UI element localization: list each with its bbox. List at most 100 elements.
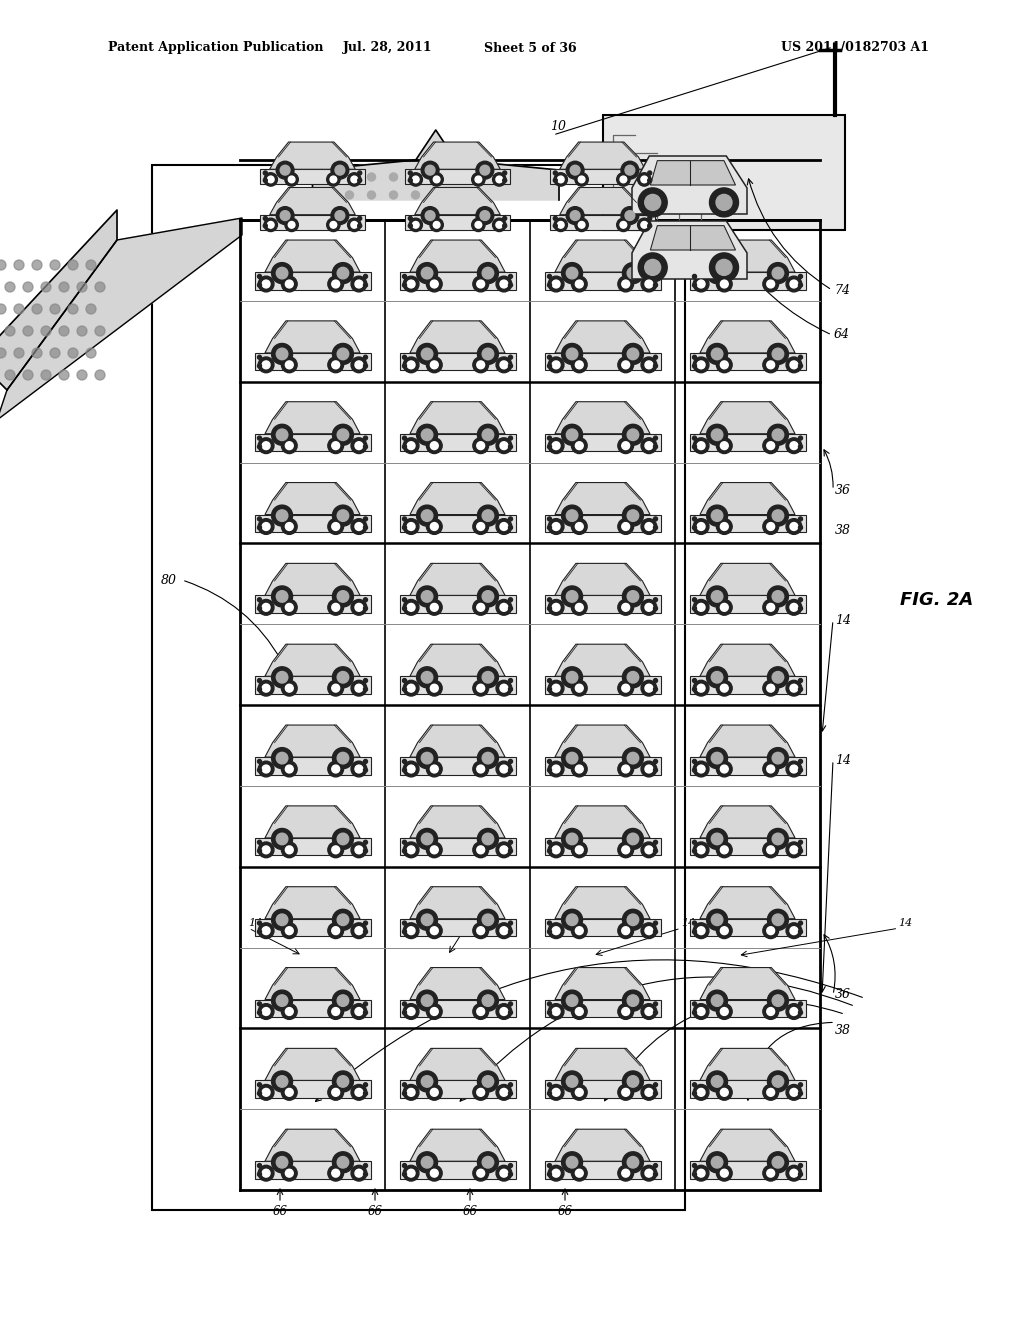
Circle shape bbox=[276, 995, 288, 1006]
Circle shape bbox=[267, 176, 274, 182]
Circle shape bbox=[509, 678, 512, 682]
Circle shape bbox=[772, 752, 783, 764]
Circle shape bbox=[548, 1164, 552, 1168]
Circle shape bbox=[692, 929, 696, 933]
Circle shape bbox=[282, 842, 297, 858]
Circle shape bbox=[693, 842, 709, 858]
Circle shape bbox=[717, 519, 732, 535]
Circle shape bbox=[271, 909, 293, 931]
Circle shape bbox=[561, 909, 583, 931]
Circle shape bbox=[421, 913, 433, 925]
Circle shape bbox=[617, 1166, 634, 1181]
Circle shape bbox=[622, 360, 630, 368]
Bar bbox=[689, 1162, 806, 1179]
Circle shape bbox=[258, 519, 274, 535]
Bar bbox=[255, 999, 371, 1016]
Circle shape bbox=[548, 1082, 552, 1086]
Circle shape bbox=[697, 360, 706, 368]
Polygon shape bbox=[410, 807, 505, 838]
Circle shape bbox=[720, 1170, 728, 1177]
Bar bbox=[545, 676, 660, 694]
Circle shape bbox=[692, 1092, 696, 1096]
Circle shape bbox=[286, 1089, 293, 1097]
Circle shape bbox=[653, 364, 657, 368]
Circle shape bbox=[257, 436, 261, 440]
Circle shape bbox=[345, 191, 353, 199]
Circle shape bbox=[503, 178, 507, 182]
Circle shape bbox=[509, 598, 512, 602]
Text: 14: 14 bbox=[681, 919, 695, 928]
Polygon shape bbox=[265, 725, 360, 758]
Circle shape bbox=[571, 1085, 587, 1100]
Circle shape bbox=[402, 606, 407, 610]
Circle shape bbox=[480, 165, 489, 176]
Circle shape bbox=[426, 842, 442, 858]
Circle shape bbox=[257, 688, 261, 692]
Circle shape bbox=[653, 436, 657, 440]
Circle shape bbox=[500, 280, 508, 288]
Circle shape bbox=[570, 165, 580, 176]
Circle shape bbox=[641, 519, 656, 535]
Circle shape bbox=[767, 927, 774, 935]
Circle shape bbox=[500, 442, 508, 450]
Circle shape bbox=[717, 599, 732, 615]
Circle shape bbox=[622, 442, 630, 450]
Circle shape bbox=[720, 442, 728, 450]
Circle shape bbox=[552, 927, 560, 935]
Circle shape bbox=[509, 517, 512, 521]
Text: 66: 66 bbox=[368, 1205, 383, 1218]
Circle shape bbox=[286, 603, 293, 611]
Circle shape bbox=[328, 519, 344, 535]
Polygon shape bbox=[555, 725, 650, 758]
Circle shape bbox=[575, 1007, 584, 1015]
Circle shape bbox=[408, 766, 415, 774]
Circle shape bbox=[477, 684, 484, 692]
Circle shape bbox=[482, 672, 494, 682]
Bar bbox=[545, 1162, 660, 1179]
Circle shape bbox=[548, 842, 564, 858]
Circle shape bbox=[32, 304, 42, 314]
Polygon shape bbox=[555, 240, 650, 272]
Circle shape bbox=[402, 1082, 407, 1086]
Circle shape bbox=[767, 747, 788, 768]
Circle shape bbox=[712, 510, 723, 521]
Circle shape bbox=[333, 343, 353, 364]
Circle shape bbox=[355, 684, 362, 692]
Circle shape bbox=[332, 280, 340, 288]
Circle shape bbox=[548, 921, 552, 925]
Circle shape bbox=[571, 680, 587, 696]
Circle shape bbox=[772, 672, 783, 682]
Circle shape bbox=[617, 842, 634, 858]
Polygon shape bbox=[410, 401, 505, 434]
Polygon shape bbox=[265, 644, 360, 676]
Circle shape bbox=[763, 438, 778, 454]
Circle shape bbox=[357, 216, 361, 220]
Polygon shape bbox=[700, 644, 795, 676]
Circle shape bbox=[477, 909, 499, 931]
Circle shape bbox=[641, 222, 647, 228]
Circle shape bbox=[622, 1007, 630, 1015]
Circle shape bbox=[548, 678, 552, 682]
Circle shape bbox=[553, 178, 557, 182]
Circle shape bbox=[257, 929, 261, 933]
Circle shape bbox=[5, 326, 15, 337]
Circle shape bbox=[627, 1076, 639, 1088]
Circle shape bbox=[257, 849, 261, 853]
Circle shape bbox=[262, 684, 270, 692]
Circle shape bbox=[351, 1085, 367, 1100]
Circle shape bbox=[509, 921, 512, 925]
Circle shape bbox=[692, 841, 696, 845]
Circle shape bbox=[257, 275, 261, 279]
Bar bbox=[399, 595, 515, 612]
Circle shape bbox=[790, 927, 798, 935]
Circle shape bbox=[575, 846, 584, 854]
Circle shape bbox=[262, 1170, 270, 1177]
Circle shape bbox=[786, 438, 802, 454]
Circle shape bbox=[332, 846, 340, 854]
Circle shape bbox=[337, 348, 349, 359]
Circle shape bbox=[772, 913, 783, 925]
Circle shape bbox=[653, 1002, 657, 1006]
Circle shape bbox=[286, 523, 293, 531]
Circle shape bbox=[328, 1003, 344, 1019]
Circle shape bbox=[477, 667, 499, 688]
